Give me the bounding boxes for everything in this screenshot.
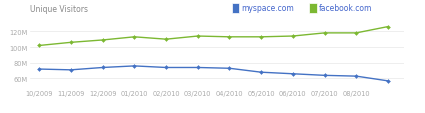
FancyBboxPatch shape xyxy=(232,4,239,14)
FancyBboxPatch shape xyxy=(309,4,317,14)
Text: myspace.com: myspace.com xyxy=(241,4,294,13)
Text: facebook.com: facebook.com xyxy=(319,4,373,13)
Text: Unique Visitors: Unique Visitors xyxy=(30,5,88,13)
